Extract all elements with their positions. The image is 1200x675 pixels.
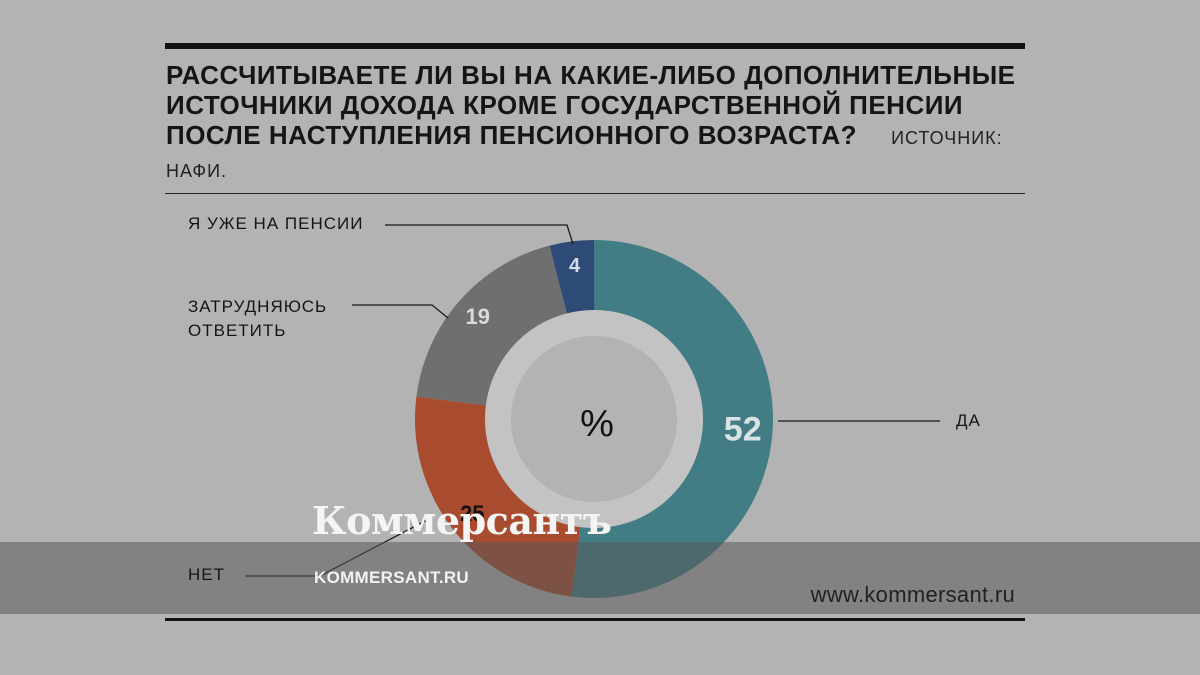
- legend-label-yes: Да: [956, 411, 981, 430]
- value-labels: 52 25 19 4: [460, 255, 762, 526]
- legend-label-hard-to-say: Затрудняюсь ответить: [188, 297, 328, 340]
- donut-hole: [511, 336, 677, 502]
- chart-title: Рассчитываете ли вы на какие-либо дополн…: [166, 60, 1026, 186]
- source-note: Источник: НАФИ.: [166, 128, 1003, 181]
- donut-slice-yes: [571, 240, 773, 598]
- kommersant-logo: Коммерсантъ: [312, 498, 612, 543]
- kommersant-logo-url: KOMMERSANT.RU: [314, 568, 470, 587]
- center-percent-label: %: [580, 403, 614, 445]
- value-label-yes: 52: [724, 410, 762, 448]
- value-label-hard-to-say: 19: [465, 304, 489, 329]
- top-rule: [165, 43, 1025, 49]
- title-text: Рассчитываете ли вы на какие-либо дополн…: [166, 60, 1016, 150]
- inner-highlight-ring: [485, 310, 703, 528]
- header-divider: [165, 193, 1025, 194]
- leader-line-retired: [385, 224, 574, 245]
- watermark-band: [0, 542, 1200, 614]
- legend-label-no: Нет: [188, 565, 225, 584]
- value-label-no: 25: [460, 501, 484, 526]
- value-label-retired: 4: [569, 255, 581, 277]
- donut-slice-retired: [549, 240, 594, 314]
- bottom-rule: [165, 618, 1025, 621]
- leader-line-hard-to-say: [352, 304, 449, 319]
- legend-label-retired: Я уже на пенсии: [188, 214, 364, 233]
- donut-slice-hard-to-say: [416, 245, 567, 406]
- footer-url[interactable]: www.kommersant.ru: [810, 582, 1015, 607]
